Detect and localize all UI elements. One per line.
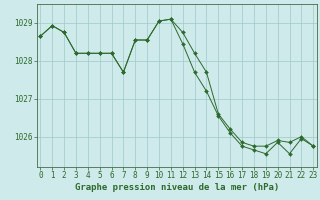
X-axis label: Graphe pression niveau de la mer (hPa): Graphe pression niveau de la mer (hPa): [75, 183, 279, 192]
